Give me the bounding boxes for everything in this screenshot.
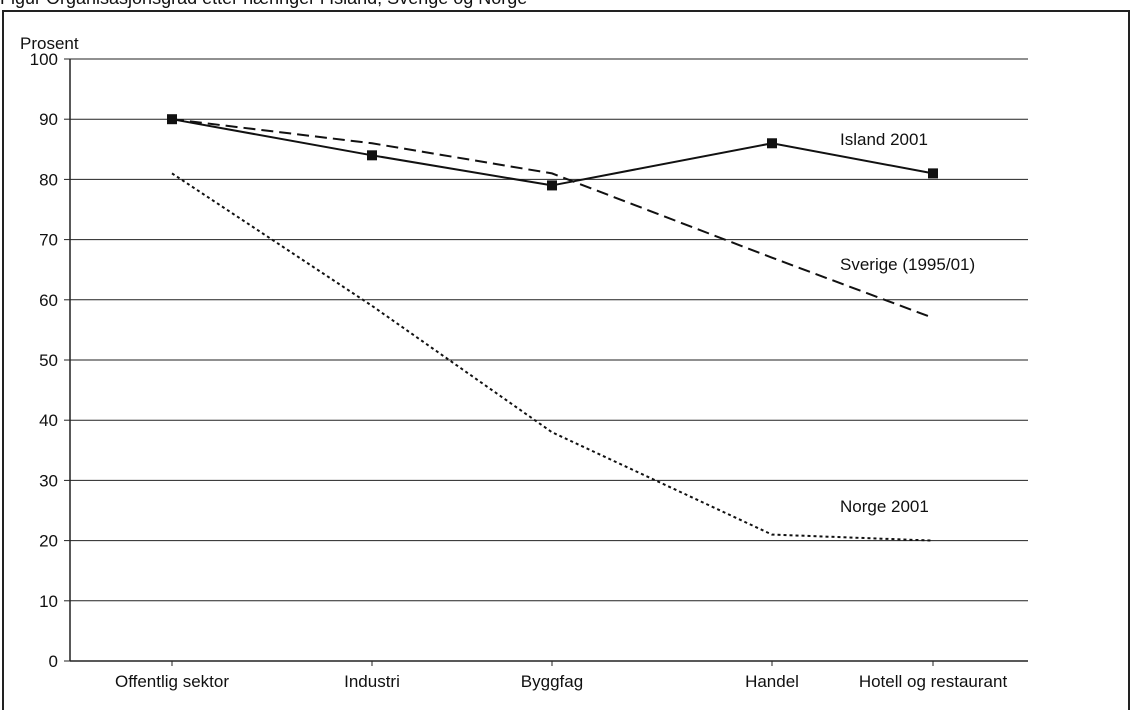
x-tick-label-0: Offentlig sektor bbox=[115, 672, 229, 691]
x-tick-label-1: Industri bbox=[344, 672, 400, 691]
y-tick-label-60: 60 bbox=[39, 291, 58, 310]
y-tick-label-90: 90 bbox=[39, 110, 58, 129]
y-tick-label-30: 30 bbox=[39, 471, 58, 490]
series-labels: Island 2001 Sverige (1995/01) Norge 2001 bbox=[840, 130, 975, 516]
gridlines bbox=[70, 58, 1028, 602]
y-tick-label-70: 70 bbox=[39, 231, 58, 250]
y-tick-label-40: 40 bbox=[39, 411, 58, 430]
series-line-0 bbox=[171, 118, 934, 187]
x-tick-label-2: Byggfag bbox=[521, 672, 583, 691]
figure-caption: Figur Organisasjonsgrad etter næringer i… bbox=[0, 0, 527, 9]
x-tick-labels: Offentlig sektor Industri Byggfag Handel Hot… bbox=[115, 672, 1007, 691]
y-tick-labels: 0 10 20 30 40 50 60 70 80 90 100 bbox=[30, 50, 58, 671]
y-tick-label-100: 100 bbox=[30, 50, 58, 69]
series-group bbox=[167, 114, 938, 542]
y-tick-label-20: 20 bbox=[39, 532, 58, 551]
series-label-2: Norge 2001 bbox=[840, 497, 929, 516]
series-label-1: Sverige (1995/01) bbox=[840, 255, 975, 274]
y-tick-label-0: 0 bbox=[49, 652, 58, 671]
series-0-point-4 bbox=[928, 168, 938, 179]
series-line-2 bbox=[171, 172, 934, 542]
series-0-point-2 bbox=[547, 180, 557, 191]
series-label-0: Island 2001 bbox=[840, 130, 928, 149]
y-tick-label-10: 10 bbox=[39, 592, 58, 611]
y-tick-label-80: 80 bbox=[39, 170, 58, 189]
y-axis-label: Prosent bbox=[20, 34, 79, 53]
x-tick-label-4: Hotell og restaurant bbox=[859, 672, 1008, 691]
series-0-point-1 bbox=[367, 150, 377, 161]
axes bbox=[64, 58, 1028, 666]
series-0-point-3 bbox=[767, 138, 777, 149]
y-tick-label-50: 50 bbox=[39, 351, 58, 370]
series-line-1 bbox=[171, 118, 934, 319]
x-tick-label-3: Handel bbox=[745, 672, 799, 691]
chart-frame bbox=[2, 10, 1130, 710]
